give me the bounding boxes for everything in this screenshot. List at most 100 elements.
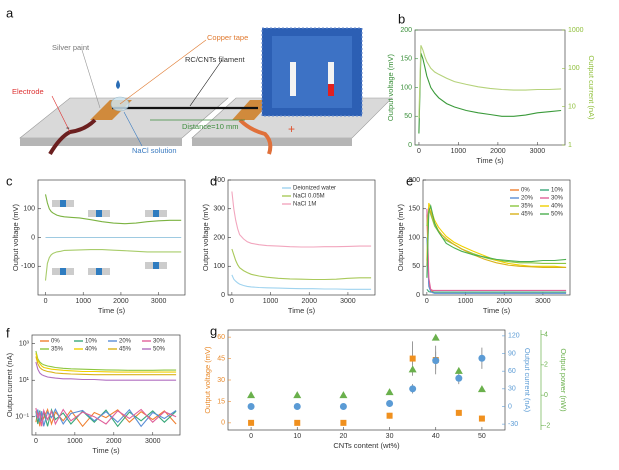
series-line [418,52,562,134]
x-tick-label: 3000 [535,298,551,305]
legend-label: 10% [551,188,564,194]
annotation: Silver paint [52,43,90,52]
panel-label: d [210,173,217,188]
legend-label: 20% [521,196,534,202]
panel-label: c [6,173,13,188]
chart-panel: e 0 1000 2000 3000 Time (s) 0 50 100 150 200 Output… [396,173,571,315]
series-line [426,208,567,291]
y-tick-label: 15 [217,398,225,405]
marker [339,402,347,410]
y2-tick-label: 0 [508,403,512,410]
y-tick-label: 45 [217,355,225,362]
leader [119,39,207,105]
y2-tick-label: 120 [508,333,520,340]
marker [386,400,394,408]
x-tick-label: 2000 [106,438,122,445]
series-line [35,350,177,371]
y-tick-label: 150 [408,206,420,213]
x-axis-label: Time (s) [288,306,316,315]
y2-axis-label: Output current (nA) [587,55,596,120]
marker [386,412,393,419]
annotation: Distance=10 mm [182,122,238,131]
series-line [418,45,562,119]
annotation: Electrode [12,87,44,96]
x-tick-label: 3000 [530,148,546,155]
x-tick-label: 2000 [113,298,129,305]
marker [247,391,256,399]
marker [455,374,463,382]
y-tick-label: 10⁻¹ [15,414,29,421]
marker [340,419,347,426]
y-tick-label: 150 [400,56,412,63]
legend-label: 0% [51,339,60,345]
icon [153,262,159,269]
legend-label: 50% [551,212,564,218]
legend-label: 20% [119,339,132,345]
annotation: NaCl solution [132,146,177,155]
legend-label: 50% [153,347,166,353]
marker [385,388,394,396]
series-line [426,207,567,268]
y3-tick-label: -2 [544,422,550,429]
legend-label: 35% [51,347,64,353]
y3-axis-label: Output power (nW) [559,348,568,412]
x-axis-label: Time (s) [92,446,120,455]
x-tick-label: 0 [34,438,38,445]
electrode-wire [238,118,273,155]
y-axis-label: Output voltage (mV) [396,203,405,271]
y3-tick-label: 0 [544,392,548,399]
x-axis-label: Time (s) [476,156,504,165]
y-tick-label: 100 [400,84,412,91]
legend-label: 35% [521,204,534,210]
annotation: RC/CNTs filament [185,55,246,64]
inset-grid [272,36,352,108]
x-tick-label: 1000 [451,148,467,155]
y-tick-label: 200 [408,177,420,184]
x-axis-label: CNTs content (wt%) [333,441,400,450]
panel-label: g [210,323,217,338]
icon [96,268,102,275]
y2-axis-label: Output current (nA) [523,348,532,413]
x-tick-label: 20 [340,433,348,440]
y2-tick-label: 100 [568,65,580,72]
marker [431,333,440,341]
legend-label: 40% [551,204,564,210]
y2-tick-label: -30 [508,421,518,428]
series-line [35,407,177,428]
leader [123,111,143,147]
panel-c-icons [52,200,167,275]
plot-frame [227,329,506,431]
legend-label: NaCl 1M [293,202,316,208]
marker [477,385,486,393]
marker [409,355,416,362]
left-slab-side [20,138,182,146]
x-axis-label: Time (s) [98,306,126,315]
y-axis-label: Output current (nA) [5,352,14,417]
y-tick-label: -100 [21,263,35,270]
y-tick-label: 0 [31,234,35,241]
y-tick-label: 200 [213,234,225,241]
series-line [35,356,177,376]
legend-label: 45% [119,347,132,353]
marker [455,409,462,416]
x-axis-label: Time (s) [483,306,511,315]
marker [408,365,417,373]
leader [189,59,223,107]
x-tick-label: 2000 [496,298,512,305]
y-tick-label: 30 [217,377,225,384]
y-tick-label: 0 [408,142,412,149]
y3-tick-label: 4 [544,331,548,338]
y-tick-label: 10³ [19,341,30,348]
x-tick-label: 1000 [458,298,474,305]
x-tick-label: 2000 [490,148,506,155]
plot-frame [414,29,566,146]
x-tick-label: 0 [425,298,429,305]
series-line [231,191,372,248]
y-tick-label: 0 [221,420,225,427]
y-axis-label: Output voltage (mV) [386,53,395,121]
x-tick-label: 50 [478,433,486,440]
y-tick-label: 300 [213,206,225,213]
x-tick-label: 0 [417,148,421,155]
series-line [35,407,177,427]
